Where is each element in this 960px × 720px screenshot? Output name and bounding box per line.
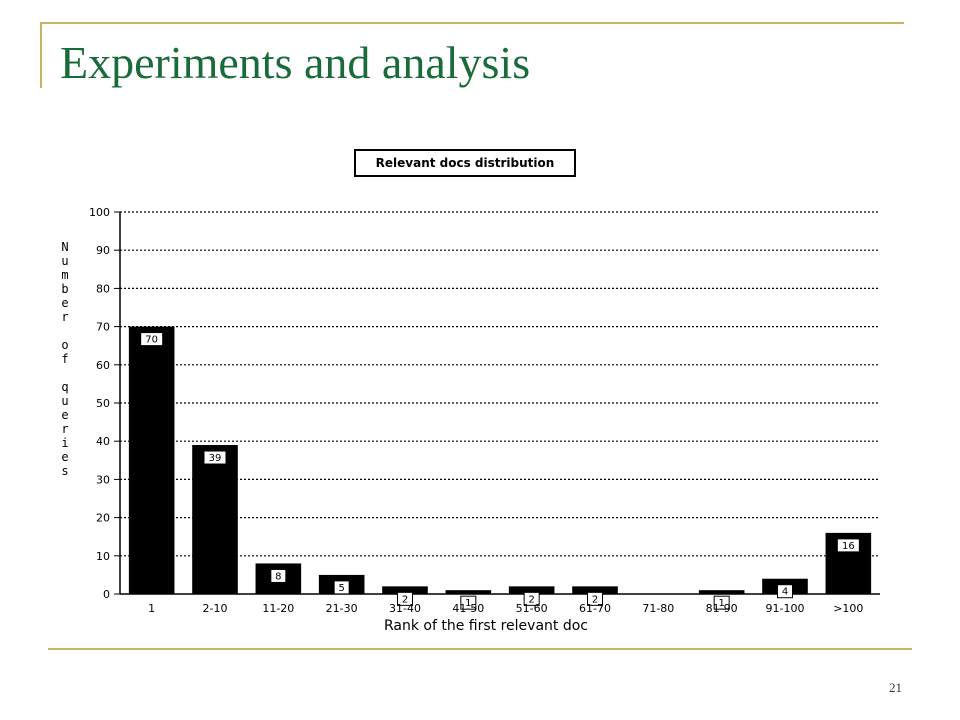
x-tick-label: 21-30 [326, 602, 358, 615]
bar [445, 590, 492, 594]
data-label: 39 [209, 453, 222, 464]
slide-title: Experiments and analysis [60, 37, 531, 88]
x-tick-label: 11-20 [262, 602, 294, 615]
x-tick-label: >100 [833, 602, 863, 615]
data-label-box [713, 595, 730, 610]
bar [572, 586, 618, 594]
bar [382, 586, 428, 594]
x-tick-label: 71-80 [642, 602, 674, 615]
data-label-box [523, 591, 540, 606]
data-label-box [333, 580, 350, 595]
data-label: 5 [338, 583, 344, 594]
data-label-box [270, 568, 287, 583]
data-label: 4 [782, 587, 788, 598]
decorative-vertical-line [40, 22, 42, 88]
y-tick-label: 30 [96, 473, 110, 486]
data-label: 1 [718, 598, 724, 609]
x-tick-label: 81-90 [706, 602, 738, 615]
data-label: 2 [528, 594, 534, 605]
data-label: 2 [402, 594, 408, 605]
y-tick-label: 70 [96, 321, 110, 334]
y-tick-label: 100 [89, 206, 110, 219]
chart-title: Relevant docs distribution [354, 149, 576, 177]
x-tick-label: 61-70 [579, 602, 611, 615]
data-label-box [140, 332, 164, 347]
y-tick-label: 40 [96, 435, 110, 448]
y-tick-label: 20 [96, 512, 110, 525]
data-label-box [836, 538, 860, 553]
y-tick-label: 90 [96, 244, 110, 257]
y-tick-label: 0 [103, 588, 110, 601]
x-tick-label: 1 [148, 602, 155, 615]
y-tick-label: 10 [96, 550, 110, 563]
bar [192, 445, 238, 594]
x-axis-label: Rank of the first relevant doc [384, 618, 588, 634]
y-tick-label: 60 [96, 359, 110, 372]
x-tick-label: 31-40 [389, 602, 421, 615]
bar [508, 586, 555, 594]
data-label-box [587, 591, 603, 606]
data-label-box [777, 584, 793, 599]
data-label: 2 [592, 594, 598, 605]
data-label: 16 [842, 541, 855, 552]
decorative-top-line [40, 22, 904, 24]
data-label: 8 [275, 571, 281, 582]
data-label: 1 [465, 598, 471, 609]
y-tick-label: 80 [96, 282, 110, 295]
data-label-box [460, 595, 477, 610]
x-tick-label: 91-100 [766, 602, 805, 615]
x-tick-label: 51-60 [516, 602, 548, 615]
data-label-box [397, 591, 413, 606]
x-tick-label: 41-50 [452, 602, 484, 615]
page-number: 21 [889, 680, 902, 695]
x-tick-label: 2-10 [203, 602, 228, 615]
bar [698, 590, 745, 594]
decorative-bottom-line [48, 648, 912, 650]
data-label-box [203, 450, 227, 465]
y-tick-label: 50 [96, 397, 110, 410]
bar [128, 326, 175, 594]
data-label: 70 [145, 335, 158, 346]
